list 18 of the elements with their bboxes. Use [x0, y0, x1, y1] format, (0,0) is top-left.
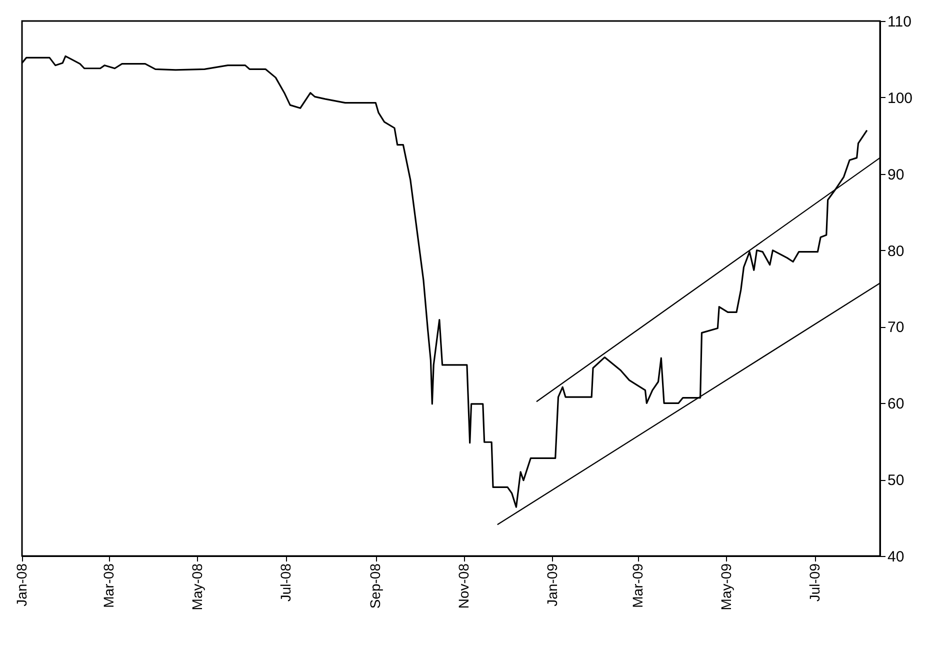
y-tick-label: 70	[888, 319, 904, 336]
y-tick-label: 60	[888, 396, 904, 413]
x-tick-label: May-09	[718, 563, 734, 610]
x-tick-label: Mar-08	[100, 563, 116, 608]
y-tick-label: 110	[888, 14, 912, 30]
y-tick-label: 90	[888, 166, 904, 184]
x-tick-label: May-08	[188, 563, 205, 610]
y-tick-label: 100	[888, 90, 913, 107]
x-tick-label: Jul-09	[806, 563, 822, 602]
x-tick-label: Nov-08	[456, 563, 472, 609]
y-tick-label: 80	[888, 242, 904, 260]
x-tick-label: Jul-08	[277, 563, 294, 602]
y-tick-label: 40	[888, 548, 904, 566]
x-tick-label: Jan-08	[14, 563, 30, 606]
x-tick-label: Mar-09	[629, 563, 646, 608]
x-tick-label: Jan-09	[544, 563, 560, 606]
y-tick-label: 50	[888, 472, 904, 490]
x-tick-label: Sep-08	[367, 563, 384, 609]
